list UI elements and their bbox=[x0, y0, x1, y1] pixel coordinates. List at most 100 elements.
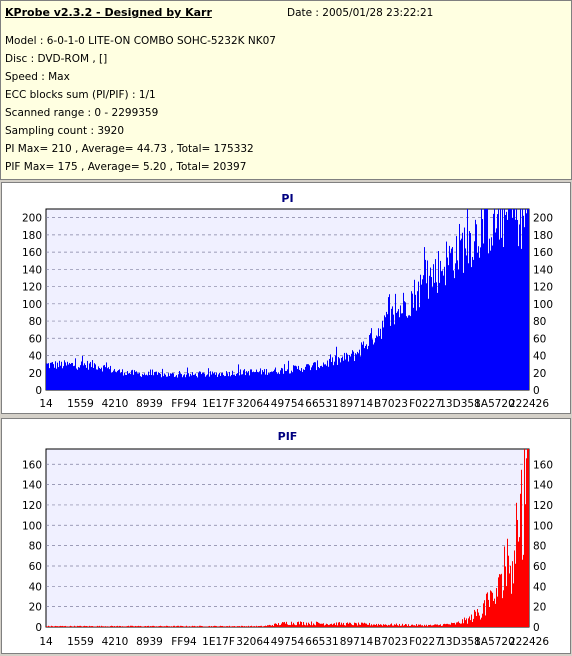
pif-bar bbox=[430, 625, 431, 627]
pif-bar bbox=[279, 625, 280, 627]
pi-y-tick-label-left: 0 bbox=[35, 385, 42, 397]
pi-bar bbox=[263, 372, 264, 390]
pi-bar bbox=[352, 350, 353, 390]
pi-bar bbox=[411, 291, 412, 390]
pif-bar bbox=[264, 626, 265, 627]
pi-bar bbox=[99, 368, 100, 390]
pif-bar bbox=[242, 626, 243, 627]
pi-bar bbox=[86, 368, 87, 390]
pi-bar bbox=[380, 329, 381, 390]
pi-bar bbox=[366, 344, 367, 390]
pif-bar bbox=[211, 626, 212, 627]
pif-bar bbox=[99, 626, 100, 627]
pi-bar bbox=[66, 366, 67, 390]
pi-bar bbox=[146, 375, 147, 390]
pi-bar bbox=[458, 269, 459, 390]
pif-bar bbox=[180, 626, 181, 627]
pif-bar bbox=[431, 626, 432, 627]
pif-bar bbox=[363, 623, 364, 627]
pi-bar bbox=[413, 308, 414, 390]
pif-bar bbox=[63, 626, 64, 627]
pif-bar bbox=[114, 626, 115, 627]
pi-bar bbox=[56, 369, 57, 390]
pif-bar bbox=[380, 624, 381, 627]
pi-bar bbox=[442, 271, 443, 390]
pif-bar bbox=[287, 624, 288, 627]
pi-y-tick-label-right: 180 bbox=[533, 230, 553, 242]
pif-bar bbox=[462, 619, 463, 627]
pif-bar bbox=[375, 625, 376, 627]
pi-bar bbox=[334, 362, 335, 390]
pi-bar bbox=[499, 240, 500, 390]
pi-bar bbox=[267, 375, 268, 390]
pif-bar bbox=[247, 626, 248, 627]
pif-bar bbox=[91, 626, 92, 627]
pi-x-tick-label: 66531 bbox=[305, 398, 338, 410]
pi-bar bbox=[268, 373, 269, 390]
pi-bar bbox=[491, 237, 492, 390]
pi-bar bbox=[369, 335, 370, 390]
pi-bar bbox=[235, 376, 236, 390]
pi-bar bbox=[80, 365, 81, 390]
pi-bar bbox=[298, 366, 299, 390]
info-disc: Disc : DVD-ROM , [] bbox=[5, 53, 107, 65]
pif-x-tick-label: 32064 bbox=[236, 636, 270, 648]
pi-bar bbox=[52, 362, 53, 390]
pif-bar bbox=[128, 626, 129, 627]
pi-bar bbox=[162, 369, 163, 390]
pif-bar bbox=[381, 625, 382, 627]
pif-bar bbox=[345, 626, 346, 627]
pi-bar bbox=[339, 358, 340, 390]
pi-bar bbox=[389, 294, 390, 390]
pif-bar bbox=[503, 590, 504, 627]
pif-bar bbox=[367, 625, 368, 627]
pif-bar bbox=[393, 626, 394, 627]
pi-bar bbox=[282, 368, 283, 390]
pi-bar bbox=[67, 362, 68, 390]
pi-bar bbox=[167, 377, 168, 390]
pi-bar bbox=[285, 371, 286, 390]
pif-bar bbox=[475, 612, 476, 627]
pif-bar bbox=[124, 626, 125, 627]
pi-bar bbox=[213, 373, 214, 390]
pif-bar bbox=[293, 623, 294, 627]
pif-bar bbox=[474, 610, 475, 627]
pif-bar bbox=[219, 626, 220, 627]
pi-bar bbox=[242, 374, 243, 390]
pif-bar bbox=[290, 625, 291, 627]
pi-bar bbox=[195, 374, 196, 390]
pi-bar bbox=[275, 368, 276, 390]
pif-x-tick-label: FF94 bbox=[171, 636, 197, 648]
pi-bar bbox=[495, 233, 496, 390]
pif-bar bbox=[518, 542, 519, 627]
pif-bar bbox=[354, 623, 355, 627]
pi-bar bbox=[231, 375, 232, 390]
pif-bar bbox=[403, 626, 404, 627]
pif-bar bbox=[285, 624, 286, 627]
pi-bar bbox=[429, 276, 430, 390]
pi-bar bbox=[91, 367, 92, 390]
pi-bar bbox=[435, 259, 436, 390]
pif-bar bbox=[411, 625, 412, 627]
pif-bar bbox=[53, 626, 54, 627]
pi-bar bbox=[479, 258, 480, 390]
pi-bar bbox=[299, 370, 300, 390]
pi-bar bbox=[489, 239, 490, 390]
pif-bar bbox=[61, 626, 62, 627]
pi-bar bbox=[528, 209, 529, 390]
pif-bar bbox=[278, 623, 279, 627]
pi-bar bbox=[439, 283, 440, 390]
pif-bar bbox=[46, 626, 47, 627]
pi-x-tick-label: 14 bbox=[39, 398, 53, 410]
pi-bar bbox=[198, 373, 199, 390]
pi-bar bbox=[524, 227, 525, 390]
pif-bar bbox=[275, 623, 276, 627]
pif-bar bbox=[209, 626, 210, 627]
pi-bar bbox=[430, 268, 431, 390]
pi-bar bbox=[289, 373, 290, 390]
pi-bar bbox=[194, 375, 195, 390]
pif-bar bbox=[214, 626, 215, 627]
pif-bar bbox=[173, 626, 174, 627]
pi-bar bbox=[121, 372, 122, 390]
pi-bar bbox=[464, 228, 465, 390]
